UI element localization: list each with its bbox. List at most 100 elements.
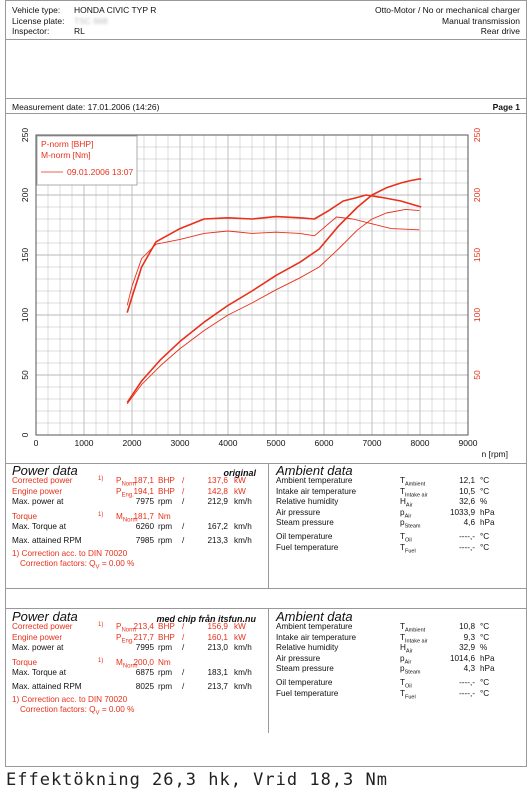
power-row-unit: Nm <box>158 657 171 667</box>
ambient-row-value: 32,6 <box>459 497 475 507</box>
power-row: Corrected power 1) PNorm 187,1 BHP / 137,6 kW <box>12 476 262 488</box>
power-row-symbol: PEng. <box>116 486 134 499</box>
power-data-subtitle: med chip från itsfun.nu <box>156 614 256 624</box>
power-row-separator: / <box>182 521 185 531</box>
inspector-label: Inspector: <box>12 26 50 36</box>
divider <box>6 608 526 609</box>
ambient-row-label: Intake air temperature <box>276 486 357 496</box>
power-data-title: Power data <box>12 609 78 624</box>
power-row-unit-2: kW <box>234 476 246 486</box>
correction-note: 1) Correction acc. to DIN 70020 <box>12 694 128 704</box>
power-row-unit: BHP <box>158 476 175 486</box>
ambient-row-symbol-sub: Air <box>404 659 412 666</box>
power-row-separator: / <box>182 536 185 546</box>
ambient-row-label: Oil temperature <box>276 678 333 688</box>
ambient-row-symbol-sub: Air <box>405 648 413 655</box>
ambient-row: Oil temperature TOil ----,- °C <box>276 678 521 690</box>
ambient-row: Relative humidity HAir 32,9% <box>276 643 521 655</box>
ambient-row: Ambient temperature TAmbient 12,1 °C <box>276 476 521 488</box>
ambient-data-rows: Ambient temperature TAmbient 12,1 °C Intake … <box>276 476 521 555</box>
power-row-value-2: 167,2 <box>207 521 229 531</box>
power-row-unit: BHP <box>158 632 175 642</box>
power-row-value: 6875 <box>135 667 154 677</box>
divider <box>6 98 526 99</box>
ambient-row: Air pressure pAir 1033,9 hPa <box>276 508 521 520</box>
power-row-label: Torque <box>12 511 38 521</box>
y-left-tick-label: 50 <box>20 370 30 380</box>
ambient-row-value: ----,- <box>459 688 475 698</box>
power-data-chipped: Power data med chip från itsfun.nu Corre… <box>12 609 262 719</box>
power-row: Max. power at 7995 rpm / 213,0 km/h <box>12 643 262 653</box>
series-line <box>126 216 420 306</box>
correction-factors-value: = 0.00 % <box>99 559 135 569</box>
ambient-row-value: 4,3 <box>463 663 475 673</box>
ambient-row-symbol: TAmbient <box>400 622 426 635</box>
ambient-row-unit: °C <box>480 678 490 688</box>
ambient-row-symbol-sub: Oil <box>405 538 412 544</box>
legend-entry: P-norm [BHP] <box>41 139 93 149</box>
power-row: Max. attained RPM 7985 rpm / 213,3 km/h <box>12 536 262 546</box>
ambient-row-symbol-sub: Air <box>404 513 412 520</box>
ambient-row-symbol: pAir <box>400 507 412 520</box>
series-line <box>126 178 422 404</box>
ambient-row-symbol-sub: Oil <box>405 684 412 690</box>
power-row-value: 7975 <box>135 497 154 507</box>
y-right-tick-label: 250 <box>472 128 482 142</box>
ambient-row-symbol: pSteam <box>400 517 421 530</box>
legend-entry: M-norm [Nm] <box>41 150 91 160</box>
power-row-unit: rpm <box>158 497 173 507</box>
panel-separator <box>268 608 269 733</box>
divider <box>6 463 526 464</box>
correction-factors-label: Correction factors: Q <box>20 559 96 569</box>
power-row-value-2: 213,0 <box>207 643 229 653</box>
ambient-row-label: Intake air temperature <box>276 632 357 642</box>
footnote-marker: 1) <box>98 622 104 629</box>
power-row-label: Max. power at <box>12 497 64 507</box>
power-row: Torque 1) MNorm 200,0 Nm <box>12 657 262 670</box>
ambient-row-label: Steam pressure <box>276 663 334 673</box>
power-row-unit: rpm <box>158 521 173 531</box>
license-plate: TSC 668 <box>74 15 108 26</box>
ambient-row-symbol: TIntake air <box>400 632 428 645</box>
ambient-row-symbol: TIntake air <box>400 486 428 499</box>
ambient-row-unit: hPa <box>480 653 495 663</box>
correction-factors-value: = 0.00 % <box>99 705 135 715</box>
ambient-row-label: Air pressure <box>276 653 321 663</box>
report-header: Vehicle type: HONDA CIVIC TYP R License p… <box>6 1 526 39</box>
power-data-original: Power data original Corrected power 1) PNo… <box>12 464 262 573</box>
ambient-row-value: 10,8 <box>459 622 475 632</box>
ambient-row-unit: °C <box>480 476 490 486</box>
ambient-row-label: Fuel temperature <box>276 688 339 698</box>
ambient-row-unit: °C <box>480 632 490 642</box>
series-line <box>126 208 420 405</box>
ambient-row-symbol: HAir <box>400 643 413 655</box>
power-row-unit-2: kW <box>234 486 246 496</box>
ambient-row-symbol-sub: Air <box>405 502 413 509</box>
power-row-value: 194,1 <box>133 486 155 496</box>
power-row-value-2: 156,9 <box>207 622 229 632</box>
power-row-value: 213,4 <box>133 622 155 632</box>
drive-type: Rear drive <box>480 26 520 36</box>
ambient-row-symbol-sub: Steam <box>404 669 421 676</box>
ambient-row-symbol: pAir <box>400 653 412 666</box>
power-row-unit: BHP <box>158 622 175 632</box>
ambient-row-value: 9,3 <box>463 632 475 642</box>
power-row-unit-2: kW <box>234 632 246 642</box>
inspector: RL <box>74 26 85 36</box>
y-left-tick-label: 200 <box>20 188 30 202</box>
divider <box>6 588 526 589</box>
power-row-unit-2: km/h <box>234 521 252 531</box>
power-row-unit: rpm <box>158 643 173 653</box>
x-axis-label: n [rpm] <box>482 449 508 459</box>
ambient-row: Air pressure pAir 1014,6 hPa <box>276 653 521 666</box>
x-tick-label: 2000 <box>123 438 142 448</box>
ambient-row: Intake air temperature TIntake air 9,3 °C <box>276 632 521 645</box>
power-row-label: Max. power at <box>12 643 64 653</box>
power-row-separator: / <box>182 476 185 486</box>
y-right-tick-label: 150 <box>472 248 482 262</box>
power-row-unit-2: km/h <box>234 497 252 507</box>
power-row-value: 8025 <box>135 682 154 692</box>
ambient-row-unit: °C <box>480 542 490 552</box>
ambient-row: Fuel temperature TFuel ----,- °C <box>276 542 521 555</box>
transmission-type: Manual transmission <box>442 15 520 26</box>
